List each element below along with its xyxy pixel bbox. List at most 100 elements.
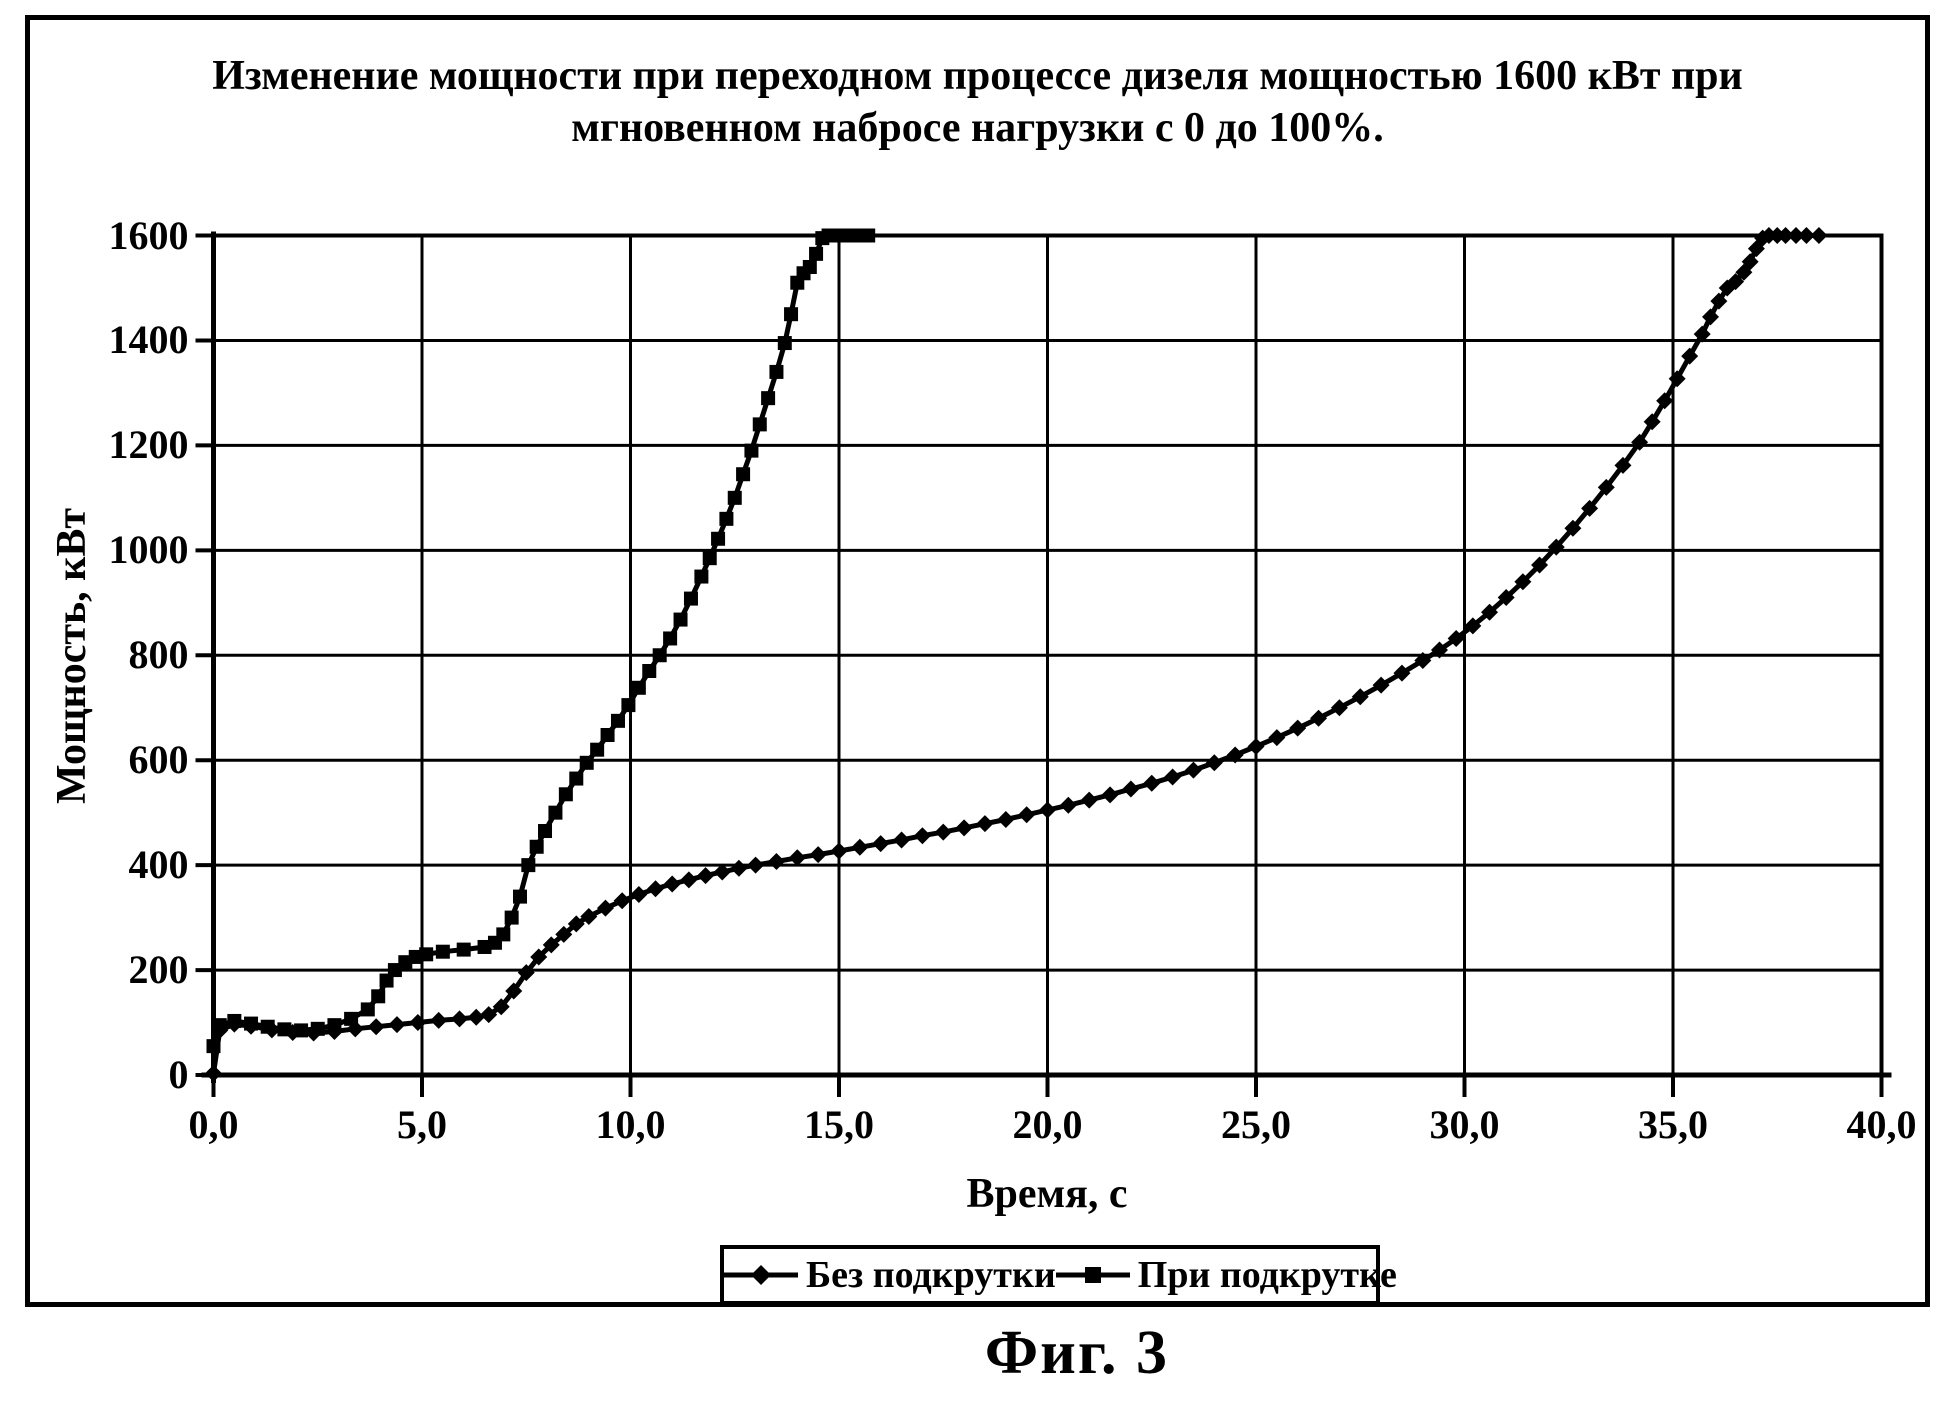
x-tick-label: 30,0 — [1429, 1102, 1500, 1147]
series-0-diamond-marker — [1702, 308, 1720, 326]
series-1-square-marker — [784, 307, 799, 322]
series-0-diamond-marker — [613, 892, 631, 910]
series-0-diamond-marker — [997, 810, 1015, 828]
diamond-marker-icon — [724, 1265, 798, 1285]
series-0-diamond-marker — [1614, 456, 1632, 474]
series-0-diamond-marker — [1514, 573, 1532, 591]
series-0-diamond-marker — [1797, 227, 1815, 244]
series-0-diamond-marker — [1787, 227, 1805, 244]
series-0-diamond-marker — [1668, 370, 1686, 388]
chart-legend: Без подкрутки При подкрутке — [720, 1245, 1397, 1305]
series-0-diamond-marker — [388, 1016, 406, 1034]
series-0-diamond-marker — [1289, 719, 1307, 737]
series-1-square-marker — [294, 1023, 309, 1038]
series-0-diamond-marker — [1727, 273, 1745, 291]
series-0-diamond-marker — [767, 852, 785, 870]
series-1-square-marker — [802, 259, 817, 274]
series-0-diamond-marker — [1481, 603, 1499, 621]
series-1-square-marker — [360, 1002, 375, 1017]
series-1-square-marker — [504, 910, 519, 925]
series-0-diamond-marker — [1643, 413, 1661, 431]
series-1-square-marker — [769, 364, 784, 379]
series-0-diamond-marker — [542, 936, 560, 954]
series-1-square-marker — [590, 742, 605, 757]
series-1-square-marker — [809, 246, 824, 261]
series-1-square-marker — [744, 443, 759, 458]
legend-label: Без подкрутки — [806, 1254, 1056, 1296]
series-0-diamond-marker — [1205, 754, 1223, 772]
x-tick-label: 20,0 — [1012, 1102, 1083, 1147]
figure-caption: Фиг. 3 — [984, 1319, 1170, 1387]
series-0-diamond-marker — [530, 948, 548, 966]
series-1-square-marker — [371, 989, 386, 1004]
series-1-square-marker — [631, 680, 646, 695]
series-1-square-marker — [310, 1021, 325, 1036]
series-0-diamond-marker — [976, 815, 994, 833]
x-tick-label: 5,0 — [397, 1102, 447, 1147]
series-1-square-marker — [673, 612, 688, 627]
series-0-diamond-marker — [1656, 392, 1674, 410]
series-1-square-marker — [206, 1039, 221, 1054]
x-tick-label: 35,0 — [1638, 1102, 1708, 1147]
y-tick-label: 1600 — [108, 212, 189, 258]
y-tick-label: 1200 — [108, 422, 189, 468]
series-0-diamond-marker — [492, 998, 510, 1016]
x-tick-label: 25,0 — [1221, 1102, 1291, 1147]
series-0-diamond-marker — [1351, 688, 1369, 706]
series-0-diamond-marker — [1164, 768, 1182, 786]
legend-label: При подкрутке — [1137, 1254, 1397, 1296]
series-0-diamond-marker — [1564, 519, 1582, 537]
series-0-diamond-marker — [1184, 761, 1202, 779]
y-tick-label: 1000 — [108, 527, 189, 573]
series-1-square-marker — [558, 787, 573, 802]
series-0-diamond-marker — [1581, 499, 1599, 517]
series-0-diamond-marker — [809, 846, 827, 864]
series-1-square-marker — [694, 569, 709, 584]
series-0-diamond-marker — [467, 1008, 485, 1026]
series-1-square-marker — [711, 531, 726, 546]
chart-title-line-2: мгновенном набросе нагрузки с 0 до 100%. — [571, 105, 1384, 151]
series-1-square-marker — [569, 771, 584, 786]
series-1-square-marker — [529, 839, 544, 854]
series-1-square-marker — [419, 947, 434, 962]
series-0-diamond-marker — [1497, 589, 1515, 607]
series-0-diamond-marker — [1310, 709, 1328, 727]
series-1-square-marker — [727, 490, 742, 505]
series-1-square-marker — [702, 551, 717, 566]
series-0-diamond-marker — [1547, 538, 1565, 556]
series-1-square-marker — [260, 1019, 275, 1034]
chart-title-line-1: Изменение мощности при переходном процес… — [212, 53, 1743, 99]
series-0-diamond-marker — [367, 1018, 385, 1036]
y-tick-label: 400 — [128, 842, 189, 888]
series-0-diamond-marker — [596, 899, 614, 917]
series-0-diamond-marker — [747, 856, 765, 874]
series-1-square-marker — [777, 336, 792, 351]
series-0-diamond-marker — [1330, 699, 1348, 717]
series-0-diamond-marker — [1464, 617, 1482, 635]
series-0-diamond-marker — [1693, 325, 1711, 343]
series-0-diamond-marker — [1372, 676, 1390, 694]
y-tick-label: 1400 — [108, 317, 189, 363]
series-0-diamond-marker — [663, 875, 681, 893]
series-1-square-marker — [610, 713, 625, 728]
series-0-diamond-marker — [955, 819, 973, 837]
figure-border — [25, 15, 1930, 1307]
series-1-square-marker — [600, 728, 615, 743]
series-1-square-marker — [548, 805, 563, 820]
series-0-diamond-marker — [505, 982, 523, 1000]
series-0-diamond-marker — [713, 863, 731, 881]
y-axis-title: Мощность, кВт — [49, 507, 95, 805]
series-0-diamond-marker — [1226, 746, 1244, 764]
series-1-square-marker — [496, 927, 511, 942]
series-0-diamond-marker — [1414, 651, 1432, 669]
series-1-square-marker — [752, 417, 767, 432]
series-0-diamond-marker — [580, 908, 598, 926]
series-0-diamond-marker — [1080, 791, 1098, 809]
series-1-square-marker — [277, 1022, 292, 1037]
series-0-diamond-marker — [1393, 664, 1411, 682]
series-0-diamond-marker — [851, 838, 869, 856]
series-1-square-marker — [642, 663, 657, 678]
series-0-diamond-marker — [1597, 478, 1615, 496]
